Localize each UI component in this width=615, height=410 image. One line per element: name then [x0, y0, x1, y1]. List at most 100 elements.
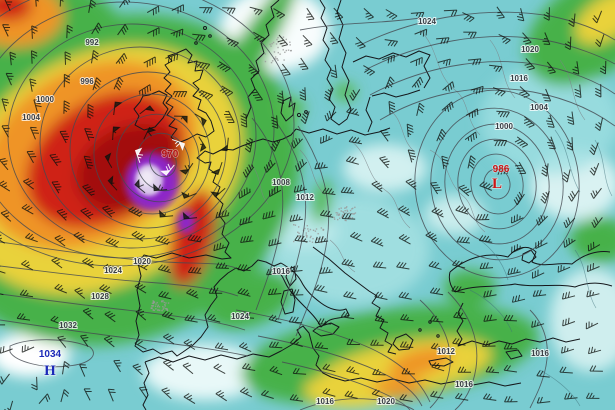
- wind-barb: [372, 368, 386, 376]
- wind-barb: [21, 344, 35, 353]
- wind-barb: [568, 13, 576, 27]
- wind-barb: [493, 139, 508, 147]
- wind-barb: [562, 317, 576, 327]
- wind-barb: [536, 215, 548, 226]
- wind-barb: [346, 366, 360, 375]
- wind-barb: [1, 98, 9, 112]
- wind-barb: [458, 184, 472, 197]
- wind-barb: [524, 58, 536, 71]
- wind-barb: [563, 217, 576, 229]
- wind-barb: [516, 8, 525, 22]
- pressure-center-value-atlantic-high: 1034: [39, 349, 62, 360]
- wind-barb: [113, 76, 124, 91]
- wind-barb: [489, 64, 503, 73]
- wind-barb: [431, 362, 445, 372]
- wind-barb: [210, 161, 223, 176]
- wind-barb: [443, 9, 458, 17]
- coast-italy: [273, 262, 350, 328]
- wind-barb: [208, 287, 223, 294]
- wind-barb: [314, 235, 329, 244]
- isobar-label: 1020: [521, 45, 539, 54]
- wind-barb: [496, 6, 505, 19]
- isobar-label: 1004: [22, 113, 40, 122]
- wind-barb: [83, 388, 92, 401]
- wind-barb: [66, 24, 73, 39]
- wind-barb: [99, 284, 112, 295]
- wind-barb: [241, 363, 256, 371]
- wind-barb: [436, 37, 450, 45]
- wind-barb: [463, 31, 477, 38]
- wind-barb: [322, 387, 336, 397]
- wind-barb: [355, 36, 366, 49]
- isobar-label: 1020: [133, 257, 151, 266]
- wind-barb: [398, 205, 411, 217]
- wind-barb: [104, 152, 113, 169]
- wind-barb: [244, 137, 253, 153]
- wind-barb: [503, 314, 517, 322]
- wind-barb: [346, 338, 360, 345]
- wind-barb: [532, 289, 547, 297]
- wind-barb: [566, 137, 574, 151]
- wind-barb: [561, 291, 576, 300]
- wind-barb: [51, 257, 63, 269]
- wind-barb: [330, 64, 338, 79]
- wind-barb: [425, 231, 438, 243]
- wind-barb: [340, 186, 355, 194]
- wind-barb: [376, 207, 389, 219]
- wind-barb: [0, 346, 13, 354]
- wind-barb: [293, 184, 308, 193]
- wind-barb: [523, 116, 535, 128]
- wind-barb: [91, 22, 103, 35]
- wind-barb: [92, 77, 102, 91]
- wind-barb: [370, 339, 384, 346]
- isobar-label: 1024: [231, 312, 249, 321]
- wind-barb: [134, 339, 147, 350]
- wind-barb: [160, 163, 175, 176]
- wind-barb: [262, 210, 276, 220]
- wind-barb: [414, 28, 428, 37]
- wind-barb: [267, 288, 282, 296]
- wind-barb: [299, 87, 307, 101]
- wind-barb: [441, 155, 449, 170]
- wind-barb: [117, 24, 129, 36]
- wind-barb: [536, 396, 551, 404]
- wind-barb: [5, 72, 14, 86]
- wind-barb: [479, 262, 494, 270]
- wind-barb: [215, 262, 229, 269]
- wind-barb: [31, 25, 38, 39]
- wind-barb: [179, 162, 194, 175]
- wind-barb: [396, 261, 410, 270]
- wind-barb: [483, 393, 497, 401]
- wind-barb: [483, 314, 497, 322]
- wind-barb: [346, 107, 360, 116]
- wind-barb: [91, 50, 99, 64]
- wind-barb: [226, 37, 239, 48]
- wind-barb: [372, 261, 387, 269]
- wind-barb: [532, 347, 546, 356]
- wind-barb: [492, 87, 506, 97]
- wind-barb: [187, 234, 203, 243]
- wind-barb: [400, 314, 414, 322]
- wind-barb: [479, 181, 494, 191]
- wind-barb: [104, 310, 116, 323]
- wind-barb: [224, 110, 235, 123]
- wind-barb: [0, 210, 12, 222]
- wind-barb: [513, 191, 525, 206]
- wind-barb: [0, 180, 11, 192]
- wind-barb: [172, 90, 188, 98]
- wind-barb: [207, 313, 221, 323]
- wind-barb: [595, 84, 602, 98]
- wind-barb: [345, 155, 359, 165]
- wind-barb: [374, 291, 388, 300]
- wind-barb: [431, 207, 444, 218]
- wind-barb: [595, 34, 605, 48]
- wind-barb: [172, 139, 186, 151]
- wind-barb: [295, 158, 308, 172]
- wind-barb: [192, 33, 206, 42]
- wind-barb: [437, 58, 451, 67]
- wind-barb: [288, 316, 303, 324]
- wind-barb: [174, 115, 188, 124]
- wind-barb: [589, 365, 603, 372]
- isobar-label: 1020: [377, 397, 395, 406]
- wind-barb: [103, 335, 115, 348]
